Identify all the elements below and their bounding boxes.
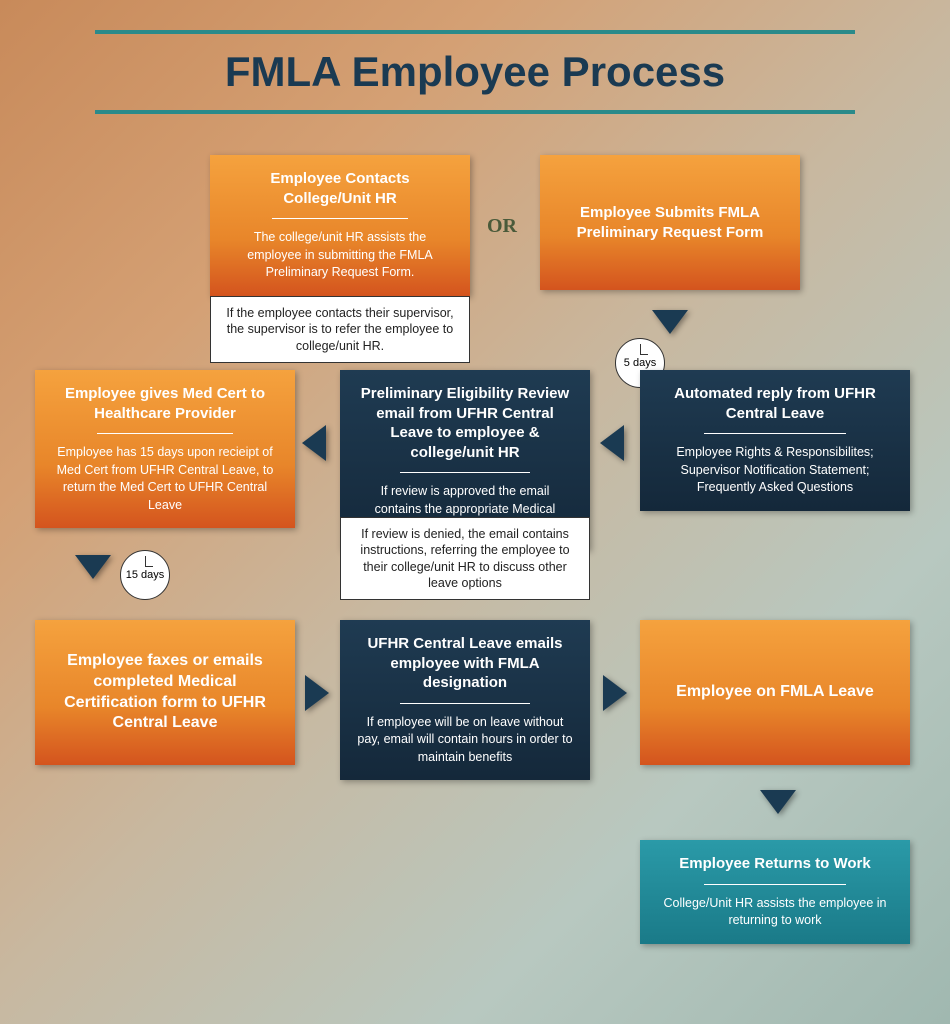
clock-15-days: 15 days — [120, 550, 170, 600]
divider — [272, 218, 409, 219]
divider — [704, 433, 847, 434]
clock-label: 5 days — [624, 357, 656, 369]
box-title: Preliminary Eligibility Review email fro… — [356, 384, 574, 462]
box-title: Employee Returns to Work — [656, 854, 894, 874]
clock-label: 15 days — [126, 569, 165, 581]
divider — [400, 703, 531, 704]
box-fmla-designation: UFHR Central Leave emails employee with … — [340, 620, 590, 780]
arrow-icon — [75, 555, 111, 579]
note-supervisor-refer: If the employee contacts their superviso… — [210, 296, 470, 363]
box-fax-email-cert: Employee faxes or emails completed Medic… — [35, 620, 295, 765]
note-review-denied: If review is denied, the email contains … — [340, 517, 590, 600]
arrow-icon — [600, 425, 624, 461]
title-block: FMLA Employee Process — [95, 30, 855, 114]
box-title: Employee on FMLA Leave — [676, 682, 874, 703]
box-title: Employee Submits FMLA Preliminary Reques… — [556, 203, 784, 242]
box-body: If employee will be on leave without pay… — [356, 714, 574, 767]
page-title: FMLA Employee Process — [95, 40, 855, 104]
box-on-fmla-leave: Employee on FMLA Leave — [640, 620, 910, 765]
box-automated-reply: Automated reply from UFHR Central Leave … — [640, 370, 910, 511]
box-title: Employee gives Med Cert to Healthcare Pr… — [51, 384, 279, 423]
arrow-icon — [603, 675, 627, 711]
box-title: Employee Contacts College/Unit HR — [226, 169, 454, 208]
arrow-icon — [305, 675, 329, 711]
box-returns-to-work: Employee Returns to Work College/Unit HR… — [640, 840, 910, 944]
box-med-cert-provider: Employee gives Med Cert to Healthcare Pr… — [35, 370, 295, 528]
arrow-icon — [760, 790, 796, 814]
divider — [704, 884, 847, 885]
box-body: Employee Rights & Responsibilites; Super… — [656, 444, 894, 497]
box-employee-submits-form: Employee Submits FMLA Preliminary Reques… — [540, 155, 800, 290]
arrow-icon — [302, 425, 326, 461]
flowchart-container: FMLA Employee Process Employee Contacts … — [0, 0, 950, 1024]
divider — [400, 472, 531, 473]
top-rule — [95, 30, 855, 34]
box-employee-contacts-hr: Employee Contacts College/Unit HR The co… — [210, 155, 470, 296]
box-body: College/Unit HR assists the employee in … — [656, 895, 894, 930]
divider — [97, 433, 234, 434]
or-label: OR — [487, 215, 517, 238]
box-body: Employee has 15 days upon recieipt of Me… — [51, 444, 279, 514]
arrow-icon — [652, 310, 688, 334]
box-title: Employee faxes or emails completed Medic… — [51, 651, 279, 734]
box-title: UFHR Central Leave emails employee with … — [356, 634, 574, 693]
bottom-rule — [95, 110, 855, 114]
box-body: The college/unit HR assists the employee… — [226, 229, 454, 282]
box-title: Automated reply from UFHR Central Leave — [656, 384, 894, 423]
